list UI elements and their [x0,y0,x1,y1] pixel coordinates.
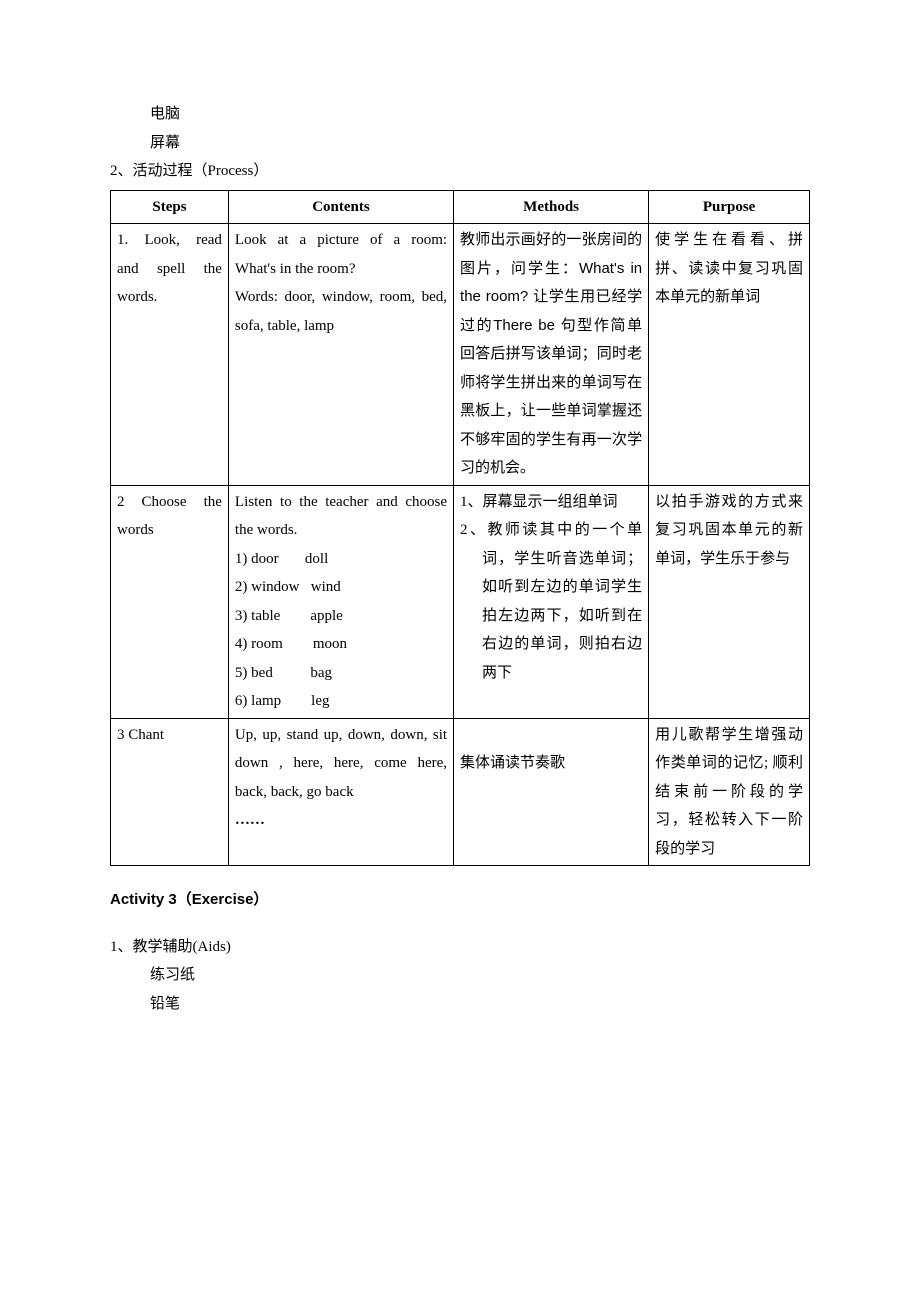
header-methods: Methods [454,190,649,224]
cell-contents-3: Up, up, stand up, down, down, sit down ,… [228,718,453,866]
methods-3-text: 集体诵读节奏歌 [460,749,642,778]
contents-2-pair6: 6) lamp leg [235,687,447,716]
aids-label: 1、教学辅助(Aids) [110,933,810,962]
contents-3-text: Up, up, stand up, down, down, sit down ,… [235,721,447,807]
contents-2-pair1: 1) door doll [235,545,447,574]
aid-item-1: 练习纸 [110,961,810,990]
cell-steps-2: 2 Choose the words [111,485,229,718]
cell-contents-1: Look at a picture of a room: What's in t… [228,224,453,486]
contents-3-ellipsis: …… [235,806,447,835]
contents-2-pair4: 4) room moon [235,630,447,659]
methods-2-item1: 1、屏幕显示一组组单词 [460,488,642,517]
cell-steps-1: 1. Look, read and spell the words. [111,224,229,486]
activity-3-heading: Activity 3（Exercise） [110,886,810,915]
aid-item-2: 铅笔 [110,990,810,1019]
header-steps: Steps [111,190,229,224]
methods-1-p4: There be [493,317,560,334]
section-2-label: 2、活动过程（Process） [110,157,810,186]
cell-methods-2: 1、屏幕显示一组组单词 2、教师读其中的一个单词，学生听音选单词；如听到左边的单… [454,485,649,718]
table-row: 3 Chant Up, up, stand up, down, down, si… [111,718,810,866]
contents-1-line1: Look at a picture of a room: What's in t… [235,226,447,283]
table-row: 2 Choose the words Listen to the teacher… [111,485,810,718]
methods-2-item2: 2、教师读其中的一个单词，学生听音选单词；如听到左边的单词学生拍左边两下，如听到… [460,516,642,687]
header-contents: Contents [228,190,453,224]
cell-purpose-1: 使学生在看看、拼拼、读读中复习巩固本单元的新单词 [649,224,810,486]
header-purpose: Purpose [649,190,810,224]
contents-2-pair5: 5) bed bag [235,659,447,688]
cell-methods-3: 集体诵读节奏歌 [454,718,649,866]
cell-purpose-3: 用儿歌帮学生增强动作类单词的记忆; 顺利结束前一阶段的学习，轻松转入下一阶段的学… [649,718,810,866]
top-line-1: 电脑 [110,100,810,129]
contents-1-line2: Words: door, window, room, bed, sofa, ta… [235,283,447,340]
table-row: 1. Look, read and spell the words. Look … [111,224,810,486]
cell-contents-2: Listen to the teacher and choose the wor… [228,485,453,718]
cell-purpose-2: 以拍手游戏的方式来复习巩固本单元的新单词，学生乐于参与 [649,485,810,718]
contents-2-pair2: 2) window wind [235,573,447,602]
contents-2-pair3: 3) table apple [235,602,447,631]
cell-methods-1: 教师出示画好的一张房间的图片，问学生：What's in the room? 让… [454,224,649,486]
contents-2-line1: Listen to the teacher and choose the wor… [235,488,447,545]
methods-1-p5: 句型作简单回答后拼写该单词；同时老师将学生拼出来的单词写在黑板上，让一些单词掌握… [460,318,642,477]
table-header-row: Steps Contents Methods Purpose [111,190,810,224]
cell-steps-3: 3 Chant [111,718,229,866]
top-line-2: 屏幕 [110,129,810,158]
process-table: Steps Contents Methods Purpose 1. Look, … [110,190,810,867]
